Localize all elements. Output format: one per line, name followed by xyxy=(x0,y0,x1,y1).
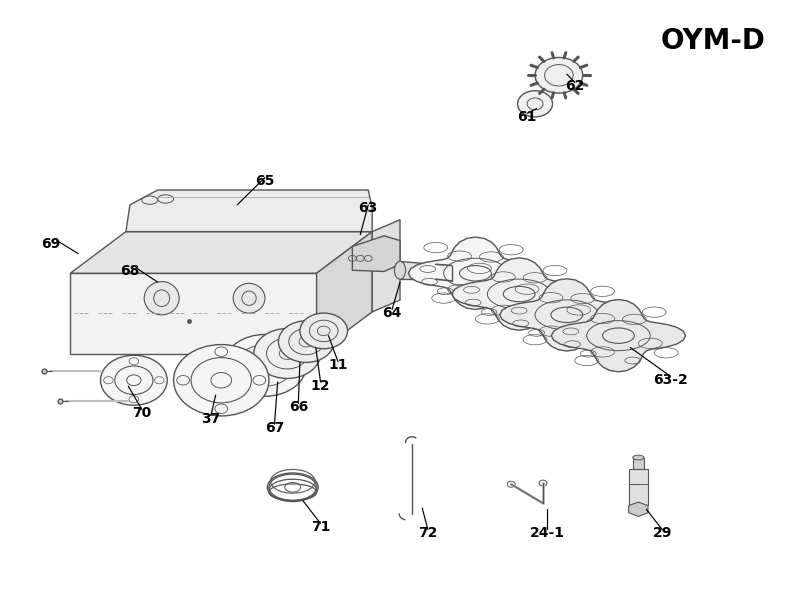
Polygon shape xyxy=(317,232,372,353)
Polygon shape xyxy=(408,237,542,310)
Text: 70: 70 xyxy=(132,406,151,420)
Ellipse shape xyxy=(101,355,167,405)
Text: 64: 64 xyxy=(382,306,402,320)
Text: 24-1: 24-1 xyxy=(530,526,565,540)
Text: 67: 67 xyxy=(265,421,284,435)
Text: 37: 37 xyxy=(202,412,221,426)
Ellipse shape xyxy=(300,313,347,349)
Polygon shape xyxy=(500,278,634,351)
Ellipse shape xyxy=(431,264,441,279)
Ellipse shape xyxy=(224,334,306,396)
Text: 62: 62 xyxy=(565,79,585,93)
Text: 65: 65 xyxy=(255,174,274,188)
Text: 12: 12 xyxy=(311,379,330,392)
Text: 61: 61 xyxy=(518,110,537,124)
Text: 11: 11 xyxy=(328,358,348,373)
Text: OYM-D: OYM-D xyxy=(661,26,766,55)
Polygon shape xyxy=(633,458,644,469)
Ellipse shape xyxy=(233,283,265,313)
Text: 71: 71 xyxy=(311,520,330,534)
Polygon shape xyxy=(400,262,436,279)
Text: 66: 66 xyxy=(289,400,308,414)
Ellipse shape xyxy=(518,91,553,117)
Polygon shape xyxy=(352,236,400,271)
Ellipse shape xyxy=(254,329,321,379)
Ellipse shape xyxy=(174,344,269,416)
Polygon shape xyxy=(629,469,648,505)
Ellipse shape xyxy=(394,262,406,279)
Text: 63: 63 xyxy=(358,201,378,215)
Ellipse shape xyxy=(144,281,179,315)
Polygon shape xyxy=(70,232,372,273)
Polygon shape xyxy=(551,299,686,372)
Polygon shape xyxy=(629,502,648,517)
Text: 69: 69 xyxy=(41,236,60,251)
Text: 29: 29 xyxy=(653,526,672,540)
Ellipse shape xyxy=(633,455,644,460)
Ellipse shape xyxy=(278,321,334,362)
Polygon shape xyxy=(452,258,586,330)
Text: 72: 72 xyxy=(418,526,438,540)
Text: 63-2: 63-2 xyxy=(653,373,687,387)
Polygon shape xyxy=(70,273,317,353)
Polygon shape xyxy=(126,190,372,232)
Text: 68: 68 xyxy=(120,265,139,278)
Ellipse shape xyxy=(535,58,582,93)
Polygon shape xyxy=(372,220,400,312)
